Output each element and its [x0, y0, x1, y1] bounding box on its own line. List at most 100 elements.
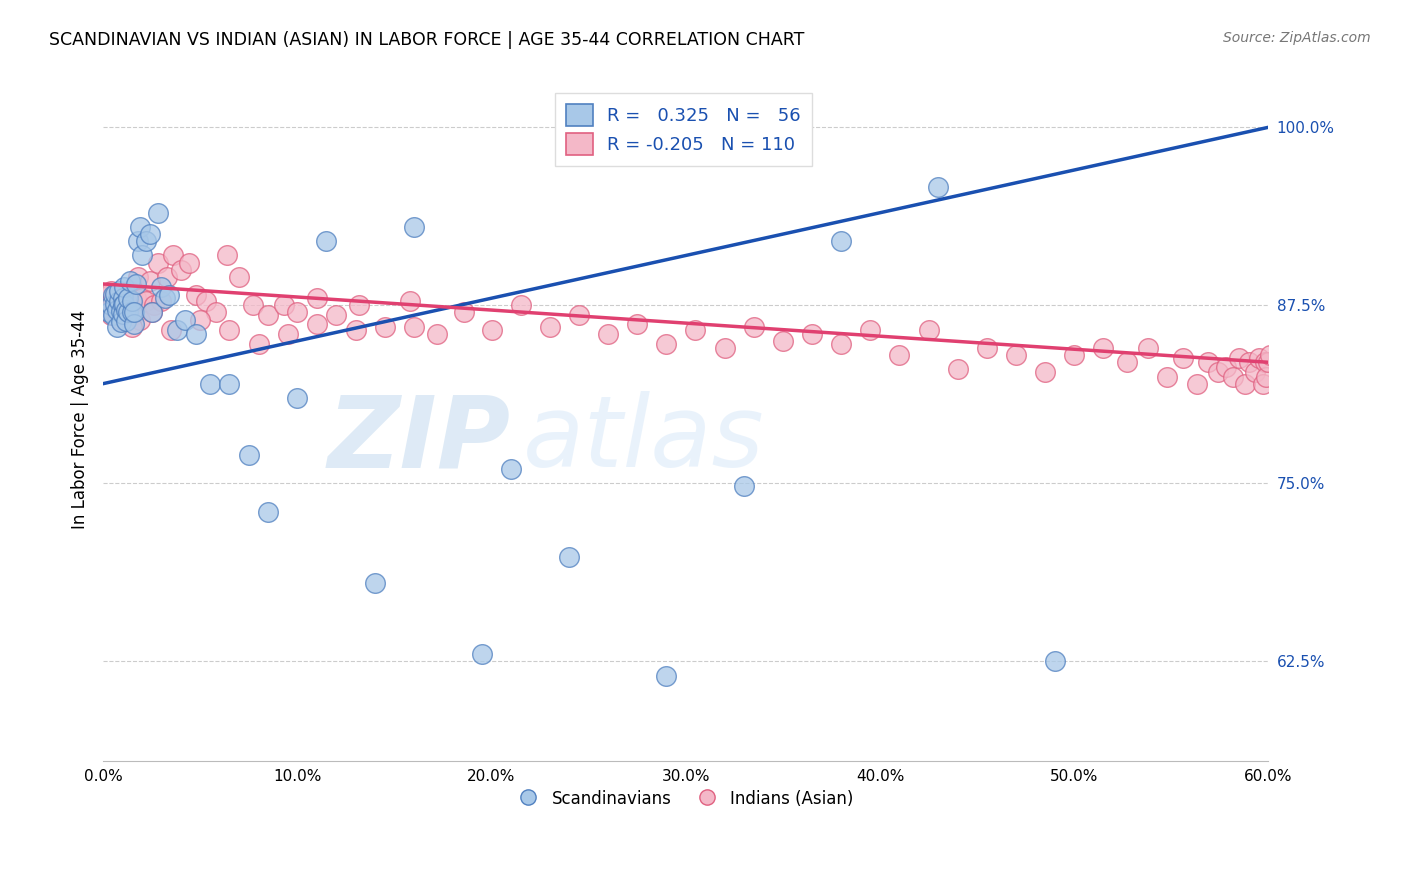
Point: [830, 336, 852, 351]
Point: [110, 315, 132, 329]
Point: [97, 288, 120, 302]
Point: [344, 322, 367, 336]
Point: [131, 248, 153, 262]
Point: [186, 326, 208, 341]
Point: [105, 297, 128, 311]
Point: [247, 336, 270, 351]
Point: [1033, 365, 1056, 379]
Point: [101, 288, 124, 302]
Point: [105, 307, 128, 321]
Text: SCANDINAVIAN VS INDIAN (ASIAN) IN LABOR FORCE | AGE 35-44 CORRELATION CHART: SCANDINAVIAN VS INDIAN (ASIAN) IN LABOR …: [49, 31, 804, 49]
Point: [114, 287, 136, 301]
Point: [107, 293, 129, 308]
Point: [100, 284, 122, 298]
Point: [177, 255, 200, 269]
Point: [273, 298, 295, 312]
Point: [135, 234, 157, 248]
Point: [1243, 365, 1265, 379]
Point: [349, 298, 371, 312]
Point: [117, 305, 139, 319]
Point: [104, 298, 127, 312]
Point: [104, 287, 127, 301]
Point: [125, 291, 148, 305]
Point: [173, 312, 195, 326]
Point: [1185, 376, 1208, 391]
Point: [101, 293, 124, 308]
Point: [305, 291, 328, 305]
Point: [1063, 348, 1085, 362]
Point: [166, 322, 188, 336]
Point: [129, 219, 152, 234]
Point: [1092, 341, 1115, 355]
Point: [131, 291, 153, 305]
Point: [655, 668, 678, 682]
Point: [111, 291, 134, 305]
Point: [558, 550, 581, 565]
Point: [100, 298, 122, 312]
Point: [117, 302, 139, 317]
Point: [146, 206, 169, 220]
Point: [1206, 365, 1229, 379]
Text: Source: ZipAtlas.com: Source: ZipAtlas.com: [1223, 31, 1371, 45]
Point: [198, 376, 221, 391]
Point: [481, 322, 503, 336]
Point: [596, 326, 619, 341]
Point: [105, 302, 128, 317]
Point: [111, 291, 134, 305]
Point: [97, 305, 120, 319]
Point: [115, 308, 138, 322]
Point: [1043, 654, 1066, 668]
Point: [122, 298, 145, 312]
Legend: Scandinavians, Indians (Asian): Scandinavians, Indians (Asian): [512, 783, 860, 814]
Point: [1222, 369, 1244, 384]
Point: [218, 322, 240, 336]
Point: [121, 319, 143, 334]
Point: [155, 291, 177, 305]
Point: [121, 305, 143, 319]
Point: [742, 319, 765, 334]
Point: [110, 293, 132, 308]
Point: [117, 291, 139, 305]
Point: [186, 288, 208, 302]
Point: [509, 298, 531, 312]
Point: [399, 293, 422, 308]
Point: [120, 305, 142, 319]
Point: [538, 319, 561, 334]
Point: [156, 269, 179, 284]
Point: [1247, 351, 1270, 365]
Point: [1253, 355, 1275, 369]
Point: [111, 298, 134, 312]
Point: [107, 305, 129, 319]
Point: [146, 255, 169, 269]
Point: [1115, 355, 1137, 369]
Point: [402, 319, 425, 334]
Point: [1227, 351, 1250, 365]
Point: [97, 297, 120, 311]
Point: [364, 576, 387, 591]
Point: [228, 269, 250, 284]
Point: [121, 297, 143, 311]
Point: [160, 322, 183, 336]
Point: [1197, 355, 1219, 369]
Point: [1237, 355, 1260, 369]
Point: [157, 288, 180, 302]
Point: [141, 305, 163, 319]
Point: [305, 317, 328, 331]
Point: [713, 341, 735, 355]
Point: [257, 308, 280, 322]
Point: [1005, 348, 1028, 362]
Point: [285, 305, 308, 319]
Point: [218, 376, 240, 391]
Point: [139, 274, 162, 288]
Point: [402, 219, 425, 234]
Point: [655, 336, 678, 351]
Point: [117, 291, 139, 305]
Point: [107, 284, 129, 298]
Point: [285, 391, 308, 405]
Point: [129, 312, 152, 326]
Point: [859, 322, 882, 336]
Point: [120, 284, 142, 298]
Point: [204, 305, 226, 319]
Point: [104, 297, 127, 311]
Point: [125, 277, 148, 291]
